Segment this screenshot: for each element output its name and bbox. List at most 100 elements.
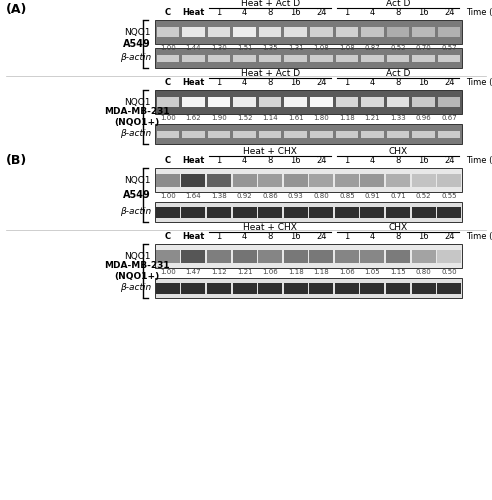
Text: 0.55: 0.55 xyxy=(441,193,457,199)
Text: 0.86: 0.86 xyxy=(262,193,278,199)
Bar xyxy=(233,250,256,262)
Text: 1.35: 1.35 xyxy=(262,45,278,51)
Text: 4: 4 xyxy=(370,78,375,87)
Bar xyxy=(284,250,308,262)
Bar xyxy=(412,130,435,138)
Text: 0.57: 0.57 xyxy=(441,45,457,51)
Text: Heat + CHX: Heat + CHX xyxy=(243,147,297,156)
Text: 1: 1 xyxy=(344,156,349,165)
Text: Act D: Act D xyxy=(386,69,410,78)
Text: CHX: CHX xyxy=(389,147,407,156)
Text: 8: 8 xyxy=(396,156,400,165)
Bar xyxy=(156,54,179,62)
Bar xyxy=(437,206,461,218)
Bar xyxy=(233,282,256,294)
Bar xyxy=(309,206,333,218)
Bar xyxy=(361,98,384,106)
Bar xyxy=(387,130,409,138)
Text: C: C xyxy=(165,232,171,241)
Text: 1.51: 1.51 xyxy=(237,45,252,51)
Bar xyxy=(259,54,281,62)
Bar xyxy=(309,282,333,294)
Bar xyxy=(233,174,256,186)
Bar xyxy=(233,130,256,138)
Bar xyxy=(438,54,461,62)
Bar xyxy=(438,130,461,138)
Text: 1.44: 1.44 xyxy=(185,45,201,51)
Text: 16: 16 xyxy=(418,8,429,17)
Bar xyxy=(336,54,358,62)
Bar xyxy=(156,250,180,262)
Bar xyxy=(182,130,205,138)
Bar xyxy=(156,98,179,106)
Text: 0.70: 0.70 xyxy=(416,45,431,51)
Bar xyxy=(155,278,462,298)
Text: 16: 16 xyxy=(418,78,429,87)
Bar xyxy=(258,282,282,294)
Text: C: C xyxy=(165,78,171,87)
Text: 24: 24 xyxy=(316,232,327,241)
Text: 8: 8 xyxy=(268,156,273,165)
Bar xyxy=(412,282,435,294)
Bar xyxy=(284,206,308,218)
Bar xyxy=(438,98,461,106)
Text: β-actin: β-actin xyxy=(120,54,151,62)
Bar xyxy=(386,206,410,218)
Text: 1.00: 1.00 xyxy=(160,115,176,121)
Bar xyxy=(336,28,358,36)
Bar xyxy=(155,168,462,192)
Text: NQO1: NQO1 xyxy=(124,252,151,260)
Bar xyxy=(259,28,281,36)
Text: 1.90: 1.90 xyxy=(211,115,227,121)
Bar xyxy=(156,130,179,138)
Text: 1.52: 1.52 xyxy=(237,115,252,121)
Text: 4: 4 xyxy=(242,156,247,165)
Text: 8: 8 xyxy=(396,232,400,241)
Bar xyxy=(412,54,435,62)
Bar xyxy=(233,28,256,36)
Bar xyxy=(156,206,180,218)
Bar xyxy=(361,206,384,218)
Bar xyxy=(284,282,308,294)
Bar xyxy=(438,28,461,36)
Bar xyxy=(182,54,205,62)
Bar xyxy=(387,98,409,106)
Text: 1.80: 1.80 xyxy=(313,115,329,121)
Bar xyxy=(207,282,231,294)
Bar xyxy=(155,90,462,114)
Bar xyxy=(310,130,333,138)
Bar xyxy=(208,28,230,36)
Text: C: C xyxy=(165,156,171,165)
Bar xyxy=(233,98,256,106)
Bar xyxy=(412,174,435,186)
Bar xyxy=(284,54,307,62)
Text: 16: 16 xyxy=(290,232,301,241)
Bar xyxy=(335,282,359,294)
Bar xyxy=(207,250,231,262)
Bar xyxy=(284,98,307,106)
Text: 0.85: 0.85 xyxy=(339,193,355,199)
Bar xyxy=(412,28,435,36)
Text: MDA-MB-231
(NQO1+): MDA-MB-231 (NQO1+) xyxy=(104,262,170,280)
Bar xyxy=(156,174,180,186)
Text: 16: 16 xyxy=(290,78,301,87)
Bar xyxy=(387,54,409,62)
Bar xyxy=(259,130,281,138)
Text: β-actin: β-actin xyxy=(120,284,151,292)
Text: (A): (A) xyxy=(6,3,28,16)
Text: 1.14: 1.14 xyxy=(262,115,278,121)
Text: 0.80: 0.80 xyxy=(416,269,431,275)
Bar xyxy=(233,206,256,218)
Bar xyxy=(336,98,358,106)
Text: 0.67: 0.67 xyxy=(441,115,457,121)
Bar xyxy=(208,130,230,138)
Bar xyxy=(361,54,384,62)
Text: 24: 24 xyxy=(444,8,455,17)
Text: Heat + Act D: Heat + Act D xyxy=(241,69,300,78)
Text: 8: 8 xyxy=(396,78,400,87)
Bar xyxy=(208,54,230,62)
Bar xyxy=(361,250,384,262)
Bar xyxy=(207,174,231,186)
Text: 1.00: 1.00 xyxy=(160,193,176,199)
Bar xyxy=(258,250,282,262)
